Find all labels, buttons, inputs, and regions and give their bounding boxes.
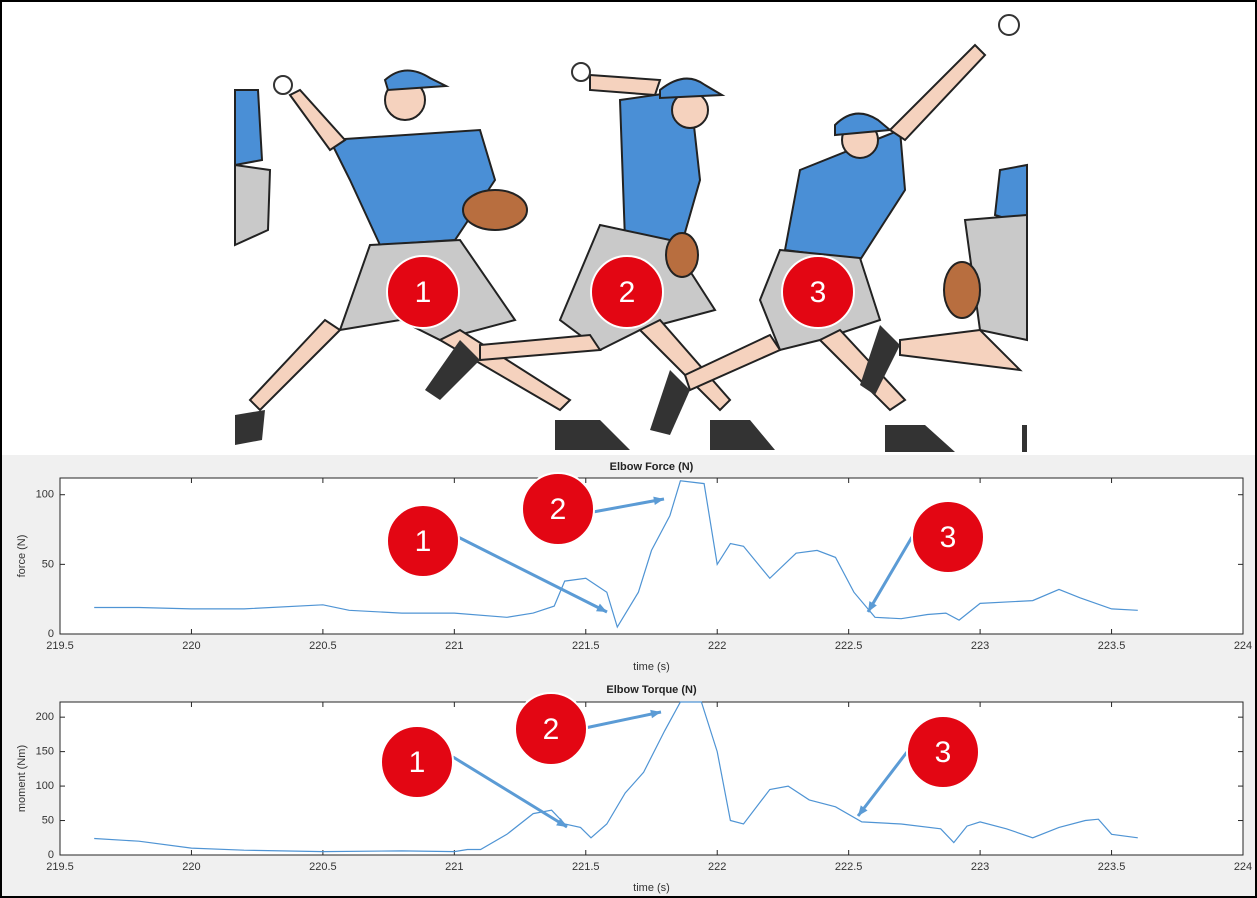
badge-label: 2 (543, 713, 560, 746)
x-tick-label: 221 (445, 861, 463, 873)
y-tick-label: 100 (36, 489, 54, 501)
y-tick-label: 0 (48, 849, 54, 861)
badge (386, 504, 460, 578)
badge (521, 472, 595, 546)
arrow-head (556, 818, 567, 827)
badge-label: 1 (415, 525, 432, 558)
x-tick-label: 220 (182, 861, 200, 873)
x-tick-label: 222 (708, 640, 726, 652)
badge-label: 3 (810, 276, 827, 309)
badge-label: 2 (619, 276, 636, 309)
x-tick-label: 223.5 (1098, 861, 1126, 873)
chart-title: Elbow Torque (N) (606, 684, 697, 696)
x-axis-label: time (s) (633, 661, 670, 673)
badge-label: 3 (935, 736, 952, 769)
x-tick-label: 221.5 (572, 640, 600, 652)
x-tick-label: 220.5 (309, 861, 337, 873)
x-tick-label: 223 (971, 640, 989, 652)
x-tick-label: 222.5 (835, 861, 863, 873)
x-tick-label: 219.5 (46, 861, 74, 873)
x-tick-label: 220.5 (309, 640, 337, 652)
x-tick-label: 222 (708, 861, 726, 873)
arrow (457, 535, 608, 614)
badge-label: 3 (940, 521, 957, 554)
x-tick-label: 221.5 (572, 861, 600, 873)
illustration (234, 14, 1028, 452)
y-tick-label: 0 (48, 628, 54, 640)
x-tick-label: 220 (182, 640, 200, 652)
arrow (592, 497, 665, 514)
x-tick-label: 223.5 (1098, 640, 1126, 652)
x-tick-label: 221 (445, 640, 463, 652)
badge-label: 2 (550, 493, 567, 526)
badge-label: 1 (409, 746, 426, 779)
data-line (94, 480, 1138, 629)
badge-label: 1 (415, 276, 432, 309)
x-tick-label: 222.5 (835, 640, 863, 652)
badge (380, 725, 454, 799)
arrow (584, 710, 662, 730)
data-line (94, 701, 1138, 853)
badge (514, 692, 588, 766)
badge (386, 255, 460, 329)
arrow-head (650, 709, 661, 719)
arrow-head (653, 496, 664, 506)
y-axis-label: force (N) (16, 535, 28, 578)
arrow (856, 751, 909, 817)
x-tick-label: 223 (971, 861, 989, 873)
y-tick-label: 50 (42, 558, 54, 570)
x-tick-label: 224 (1234, 861, 1252, 873)
badge (906, 715, 980, 789)
x-tick-label: 219.5 (46, 640, 74, 652)
y-tick-label: 100 (36, 780, 54, 792)
arrow-head (868, 601, 877, 612)
arrow-head (596, 603, 607, 612)
badge (781, 255, 855, 329)
arrow (866, 536, 914, 613)
x-tick-label: 224 (1234, 640, 1252, 652)
plot-area (59, 701, 1244, 856)
y-tick-label: 50 (42, 814, 54, 826)
badge (911, 500, 985, 574)
y-tick-label: 200 (36, 711, 54, 723)
chart-title: Elbow Force (N) (610, 461, 694, 473)
arrow-head (858, 805, 868, 816)
badge (590, 255, 664, 329)
y-axis-label: moment (Nm) (16, 745, 28, 812)
arrow (452, 755, 568, 829)
x-axis-label: time (s) (633, 882, 670, 894)
y-tick-label: 150 (36, 746, 54, 758)
